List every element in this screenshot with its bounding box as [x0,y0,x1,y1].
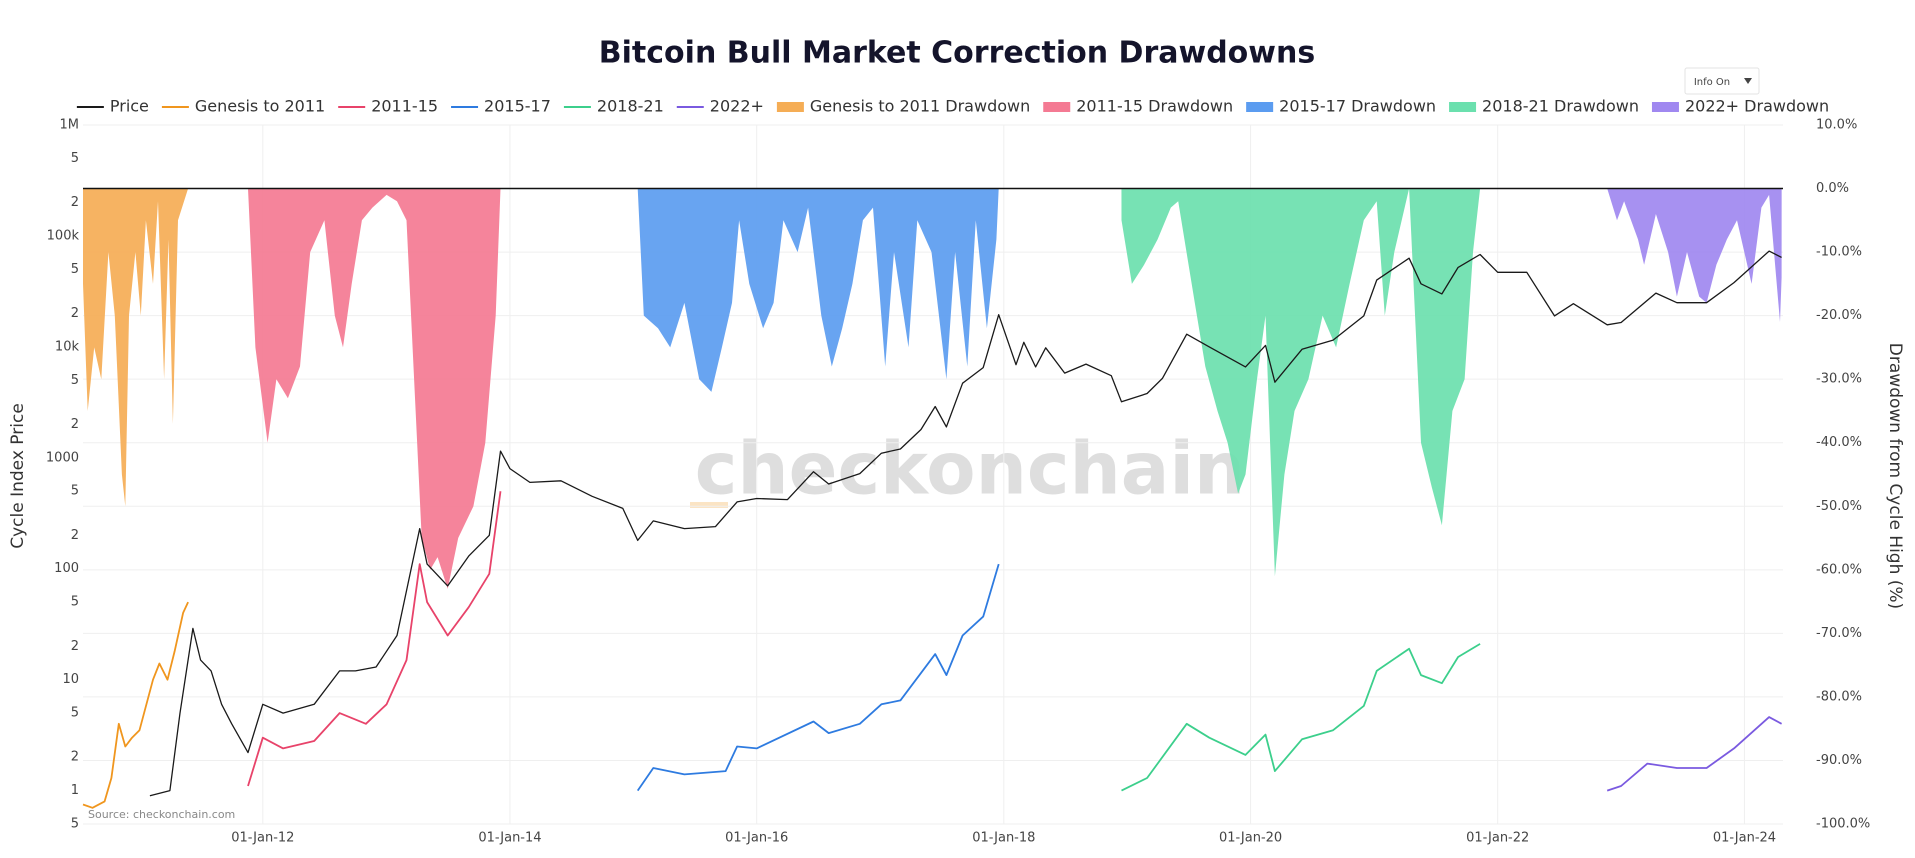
legend-swatch [1651,102,1679,112]
y2-axis-title: Drawdown from Cycle High (%) [1885,343,1905,609]
legend-label: 2018-21 Drawdown [1482,97,1639,116]
legend-label: 2015-17 Drawdown [1279,97,1436,116]
info-button-label[interactable]: Info On [1694,77,1730,88]
legend-label: 2022+ Drawdown [1685,97,1829,116]
legend-label: 2018-21 [597,97,664,116]
legend-label: 2011-15 Drawdown [1076,97,1233,116]
legend-swatch [1449,102,1477,112]
x-tick-label: 01-Jan-18 [972,831,1035,846]
price-line [247,491,502,787]
y2-tick-label: 10.0% [1816,118,1857,133]
legend-label: 2011-15 [371,97,438,116]
source-note: Source: checkonchain.com [88,808,235,821]
y2-tick-label: -70.0% [1816,626,1862,641]
y2-tick-label: 0.0% [1816,181,1849,196]
price-line [149,250,1782,797]
drawdown-area [83,188,189,507]
legend-swatch [1043,102,1071,112]
drawdown-area [1121,188,1481,577]
legend-swatch [1246,102,1274,112]
y-tick-label: 5 [71,151,79,166]
x-tick-label: 01-Jan-22 [1466,831,1529,846]
y-tick-label: 10 [62,672,79,687]
x-tick-label: 01-Jan-12 [231,831,294,846]
y-axis-title: Cycle Index Price [8,403,28,549]
y-tick-label: 2 [71,750,79,765]
legend-label: Genesis to 2011 Drawdown [810,97,1030,116]
y-tick-label: 100 [54,561,79,576]
price-line [1606,716,1783,792]
drawdown-area [1607,188,1782,322]
y-tick-label: 5 [71,484,79,499]
y-tick-label: 2 [71,306,79,321]
y2-tick-label: -30.0% [1816,372,1862,387]
y-tick-label: 5 [71,706,79,721]
legend-label: Genesis to 2011 [195,97,325,116]
info-button[interactable] [1684,67,1760,95]
y2-tick-label: -100.0% [1816,817,1870,832]
y2-tick-label: -10.0% [1816,245,1862,260]
legend: Price Genesis to 2011 2011-15 2015-17 2018-2… [76,97,1829,116]
y2-tick-label: -50.0% [1816,499,1862,514]
y-tick-label: 1M [60,118,80,133]
price-line [636,563,1000,792]
y-tick-label: 100k [47,228,80,243]
drawdown-area [637,188,999,392]
y-tick-label: 5 [71,262,79,277]
legend-label: Price [110,97,149,116]
legend-label: 2015-17 [484,97,551,116]
price-line [82,601,189,809]
y-tick-label: 2 [71,639,79,654]
drawdown-area [247,188,501,589]
watermark: checkonchain [695,427,1246,511]
info-button-arrow[interactable] [1744,78,1752,84]
y-tick-label: 10k [55,339,80,354]
watermark-mark [690,502,728,508]
y-tick-label: 5 [71,373,79,388]
y-tick-label: 5 [71,817,79,832]
y-tick-label: 2 [71,417,79,432]
legend-swatch [776,102,804,112]
y2-tick-label: -80.0% [1816,689,1862,704]
y-tick-label: 1000 [46,450,79,465]
x-tick-label: 01-Jan-20 [1219,831,1282,846]
y2-tick-label: -20.0% [1816,308,1862,323]
y2-tick-label: -60.0% [1816,562,1862,577]
y-tick-label: 2 [71,528,79,543]
y2-tick-label: -90.0% [1816,753,1862,768]
y-tick-label: 1 [71,783,79,798]
legend-label: 2022+ [710,97,764,116]
x-tick-label: 01-Jan-14 [478,831,541,846]
y-tick-label: 5 [71,595,79,610]
y-tick-label: 2 [71,195,79,210]
chart-title: Bitcoin Bull Market Correction Drawdowns [599,36,1315,71]
y2-tick-label: -40.0% [1816,435,1862,450]
x-tick-label: 01-Jan-16 [725,831,788,846]
x-tick-label: 01-Jan-24 [1713,831,1776,846]
price-line [1121,643,1481,792]
